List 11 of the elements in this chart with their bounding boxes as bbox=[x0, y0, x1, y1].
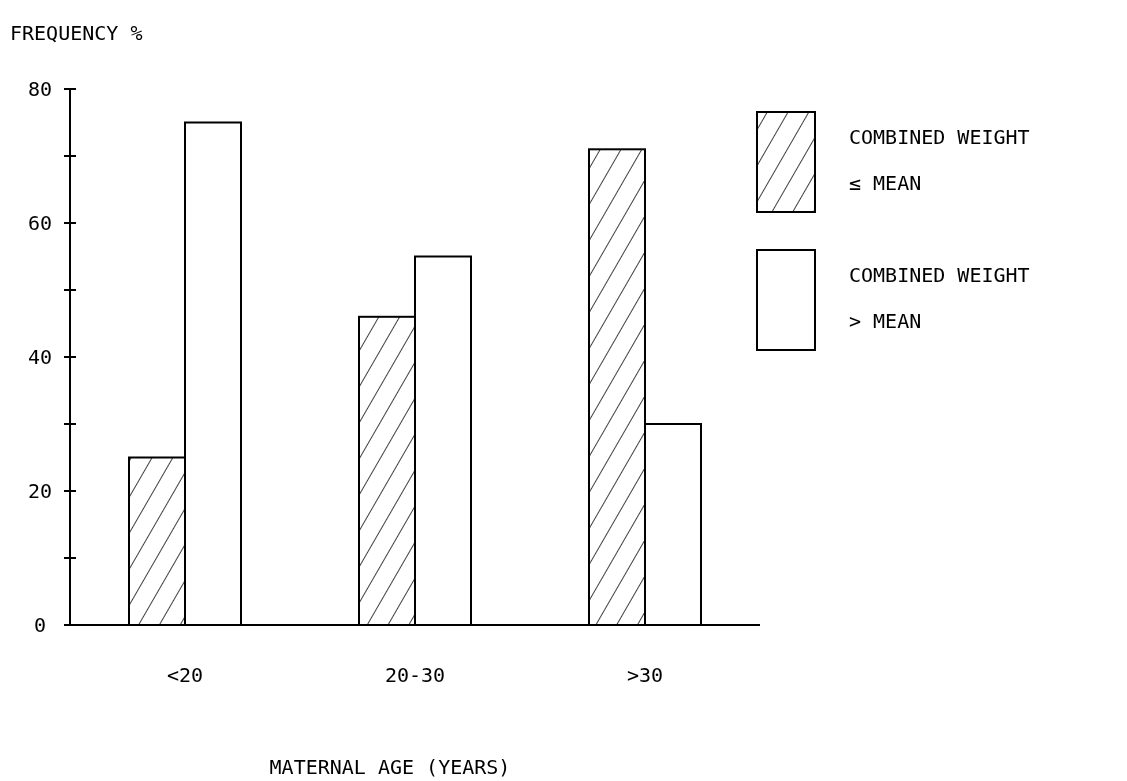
legend: COMBINED WEIGHT ≤ MEAN COMBINED WEIGHT > MEAN bbox=[756, 111, 1030, 351]
y-tick-label: 80 bbox=[27, 77, 53, 101]
x-tick-label: 20-30 bbox=[384, 663, 446, 687]
x-axis-title: MATERNAL AGE (YEARS) bbox=[269, 755, 511, 779]
y-tick-label: 40 bbox=[27, 345, 53, 369]
x-tick-label: <20 bbox=[166, 663, 204, 687]
y-tick-label: 60 bbox=[27, 211, 53, 235]
y-tick-label: 20 bbox=[27, 479, 53, 503]
y-axis-title: FREQUENCY % bbox=[10, 21, 143, 45]
y-tick-label: 0 bbox=[33, 613, 47, 637]
x-tick-label: >30 bbox=[626, 663, 664, 687]
